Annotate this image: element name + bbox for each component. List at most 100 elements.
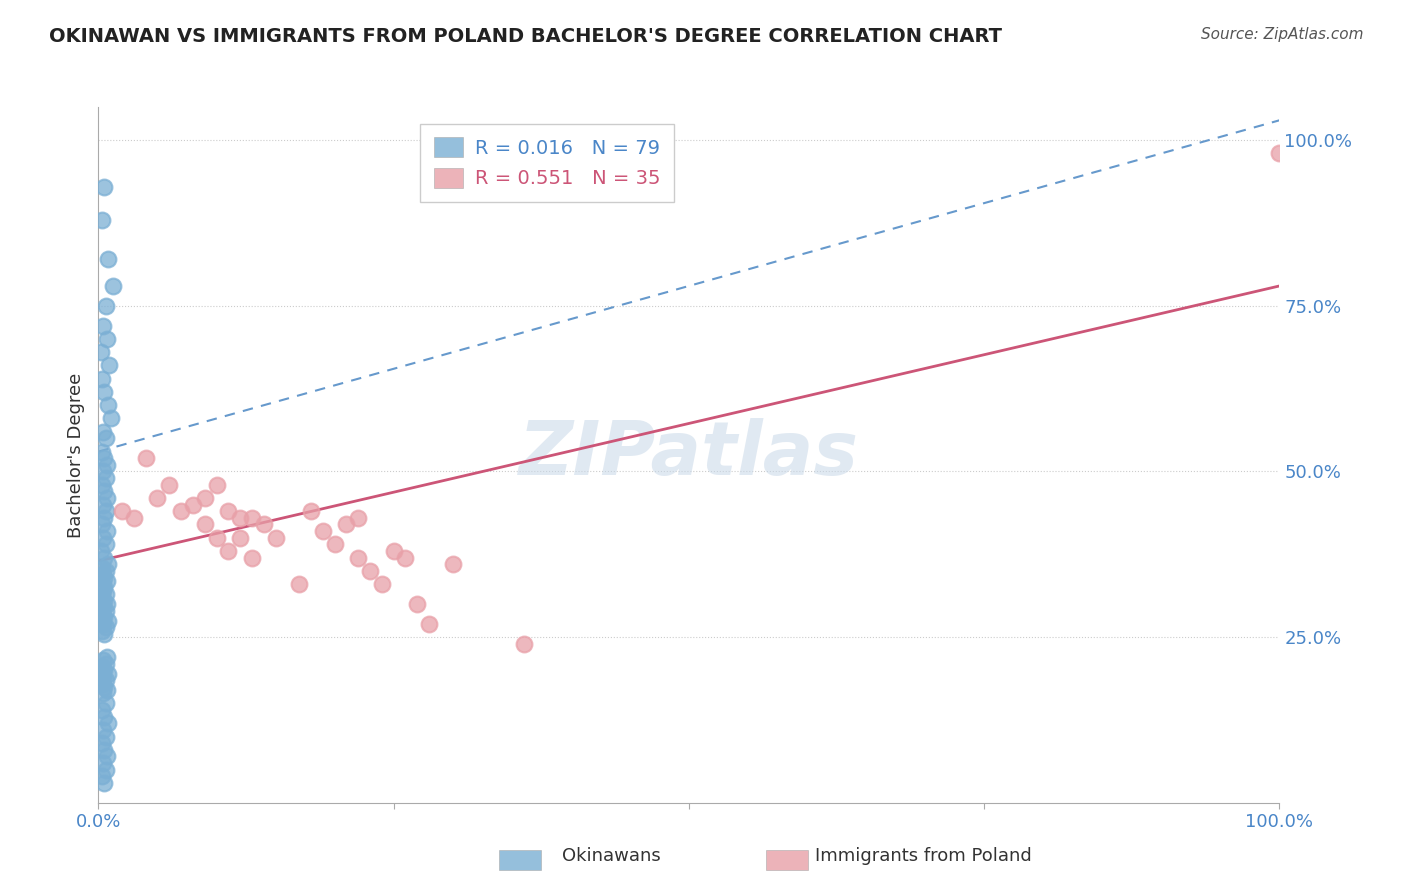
Point <box>229 531 252 545</box>
Point <box>91 477 114 491</box>
Point <box>91 444 114 458</box>
Point <box>97 614 120 628</box>
Point <box>91 583 114 598</box>
Point <box>94 564 117 578</box>
Point <box>146 491 169 505</box>
Point <box>240 511 263 525</box>
Point <box>253 517 276 532</box>
Point <box>94 763 117 777</box>
Point <box>93 384 115 399</box>
Point <box>96 491 118 505</box>
Text: Source: ZipAtlas.com: Source: ZipAtlas.com <box>1201 27 1364 42</box>
Point <box>94 657 117 671</box>
Point <box>91 372 114 386</box>
Point <box>170 504 193 518</box>
Point <box>91 756 114 770</box>
Point <box>96 574 118 588</box>
Point <box>96 650 118 665</box>
Point <box>91 624 114 638</box>
Point <box>323 537 346 551</box>
Point <box>1268 146 1291 161</box>
Point <box>96 458 118 472</box>
Point <box>96 524 118 538</box>
Point <box>91 769 114 783</box>
Point <box>94 587 117 601</box>
Point <box>91 212 114 227</box>
Point <box>93 179 115 194</box>
Point <box>97 252 120 267</box>
Point <box>299 504 322 518</box>
Point <box>157 477 180 491</box>
Text: OKINAWAN VS IMMIGRANTS FROM POLAND BACHELOR'S DEGREE CORRELATION CHART: OKINAWAN VS IMMIGRANTS FROM POLAND BACHE… <box>49 27 1002 45</box>
Point <box>94 537 117 551</box>
Point <box>93 581 115 595</box>
Point <box>347 511 370 525</box>
Point <box>288 577 311 591</box>
Point <box>194 491 217 505</box>
Point <box>97 716 120 731</box>
Point <box>93 776 115 790</box>
Point <box>90 345 112 359</box>
Point <box>441 558 464 572</box>
Point <box>97 666 120 681</box>
Point <box>91 670 114 684</box>
Point <box>229 511 252 525</box>
Point <box>312 524 335 538</box>
Point <box>91 736 114 750</box>
Point <box>122 511 145 525</box>
Point <box>91 567 114 582</box>
Point <box>96 332 118 346</box>
Point <box>91 600 114 615</box>
Point <box>94 730 117 744</box>
Point <box>93 550 115 565</box>
Text: Okinawans: Okinawans <box>562 847 661 865</box>
Point <box>93 627 115 641</box>
Point <box>93 709 115 723</box>
Point <box>371 577 394 591</box>
Point <box>91 498 114 512</box>
Point <box>91 607 114 621</box>
Point <box>94 431 117 445</box>
Point <box>382 544 405 558</box>
Point <box>93 570 115 584</box>
Point <box>181 498 204 512</box>
Point <box>94 620 117 634</box>
Point <box>91 616 114 631</box>
Point <box>91 577 114 591</box>
Point <box>94 471 117 485</box>
Point <box>97 558 120 572</box>
Point <box>96 683 118 698</box>
Point <box>194 517 217 532</box>
Point <box>94 299 117 313</box>
Point <box>418 616 440 631</box>
Point <box>91 660 114 674</box>
Point <box>98 359 121 373</box>
Point <box>135 451 157 466</box>
Point <box>93 511 115 525</box>
Point <box>96 749 118 764</box>
Point <box>96 597 118 611</box>
Point <box>100 411 122 425</box>
Point <box>347 550 370 565</box>
Point <box>91 703 114 717</box>
Text: Immigrants from Poland: Immigrants from Poland <box>815 847 1032 865</box>
Point <box>91 560 114 574</box>
Legend: R = 0.016   N = 79, R = 0.551   N = 35: R = 0.016 N = 79, R = 0.551 N = 35 <box>420 124 673 202</box>
Point <box>97 398 120 412</box>
Point <box>406 597 429 611</box>
Point <box>91 676 114 690</box>
Point <box>335 517 357 532</box>
Point <box>264 531 287 545</box>
Point <box>91 653 114 667</box>
Point <box>394 550 416 565</box>
Point <box>90 544 112 558</box>
Point <box>91 465 114 479</box>
Point <box>91 517 114 532</box>
Point <box>93 743 115 757</box>
Point <box>94 604 117 618</box>
Point <box>111 504 134 518</box>
Point <box>94 504 117 518</box>
Point <box>93 680 115 694</box>
Point <box>93 593 115 607</box>
Point <box>94 697 117 711</box>
